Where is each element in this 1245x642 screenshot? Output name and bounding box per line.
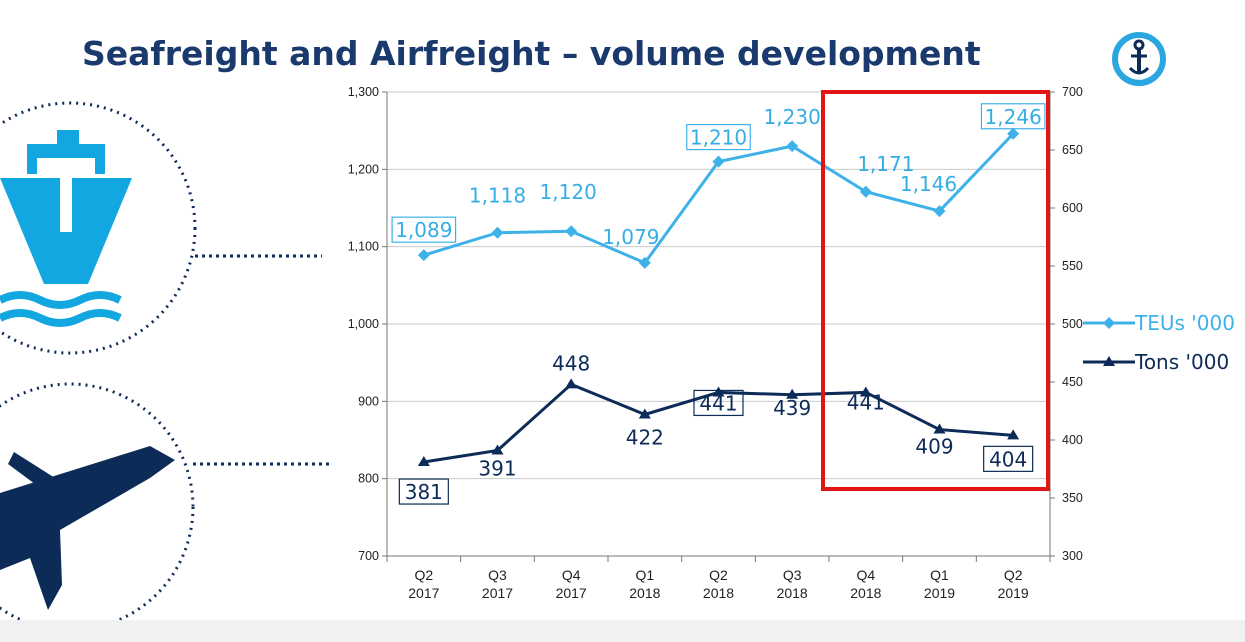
- y-right-tick-label: 600: [1062, 201, 1083, 215]
- y-right-tick-label: 700: [1062, 85, 1083, 99]
- data-label-tons: 441: [847, 390, 885, 414]
- data-label-tons: 391: [478, 456, 516, 480]
- series-point-teus: [933, 205, 946, 218]
- y-left-tick-label: 1,000: [348, 317, 379, 331]
- series-point-teus: [565, 225, 578, 238]
- x-tick-label: Q2 2019: [998, 567, 1029, 601]
- x-tick-label: Q2 2018: [703, 567, 734, 601]
- data-label-box-teus: [391, 216, 457, 243]
- series-point-teus: [1007, 127, 1020, 140]
- series-point-tons: [638, 408, 651, 419]
- series-point-teus: [712, 155, 725, 168]
- x-tick-label: Q1 2019: [924, 567, 955, 601]
- ship-icon: [0, 101, 322, 355]
- data-label-tons: 441: [699, 391, 737, 415]
- series-point-tons: [859, 386, 872, 397]
- y-right-tick-label: 450: [1062, 375, 1083, 389]
- data-label-tons: 381: [405, 480, 443, 504]
- airplane-icon: [0, 382, 332, 632]
- data-label-box-teus: [980, 103, 1046, 130]
- series-point-teus: [859, 185, 872, 198]
- series-point-teus: [786, 140, 799, 153]
- x-tick-label: Q4 2018: [850, 567, 881, 601]
- legend-label-tons: Tons '000: [1134, 350, 1229, 374]
- series-point-tons: [933, 423, 946, 434]
- series-point-tons: [786, 388, 799, 399]
- data-label-tons: 448: [552, 351, 590, 375]
- data-label-box-tons: [398, 478, 449, 505]
- data-label-tons: 439: [773, 396, 811, 420]
- legend-label-teus: TEUs '000: [1134, 311, 1235, 335]
- series-point-tons: [712, 386, 725, 397]
- data-label-teus: 1,120: [540, 180, 597, 204]
- data-label-box-tons: [983, 445, 1034, 472]
- legend-marker-tons: [1103, 356, 1115, 366]
- y-left-tick-label: 800: [358, 472, 379, 486]
- x-tick-label: Q4 2017: [556, 567, 587, 601]
- x-tick-label: Q3 2018: [777, 567, 808, 601]
- data-label-tons: 422: [626, 425, 664, 449]
- y-right-tick-label: 500: [1062, 317, 1083, 331]
- x-tick-label: Q2 2017: [408, 567, 439, 601]
- data-label-teus: 1,118: [469, 184, 526, 208]
- y-right-tick-label: 400: [1062, 433, 1083, 447]
- data-label-tons: 404: [989, 447, 1027, 471]
- series-point-tons: [565, 378, 578, 389]
- series-point-tons: [417, 456, 430, 467]
- data-label-teus: 1,171: [857, 152, 914, 176]
- data-label-teus: 1,230: [764, 105, 821, 129]
- y-left-tick-label: 700: [358, 549, 379, 563]
- data-label-tons: 409: [915, 435, 953, 459]
- series-point-tons: [491, 444, 504, 455]
- y-right-tick-label: 300: [1062, 549, 1083, 563]
- series-point-teus: [638, 256, 651, 269]
- anchor-logo-icon: [1112, 32, 1166, 86]
- y-left-tick-label: 1,100: [348, 240, 379, 254]
- y-right-tick-label: 550: [1062, 259, 1083, 273]
- x-tick-label: Q1 2018: [629, 567, 660, 601]
- series-point-teus: [417, 249, 430, 262]
- y-right-tick-label: 650: [1062, 143, 1083, 157]
- y-left-tick-label: 900: [358, 394, 379, 408]
- data-label-teus: 1,146: [900, 172, 957, 196]
- page-title: Seafreight and Airfreight – volume devel…: [82, 34, 981, 73]
- bottom-band: [0, 620, 1245, 642]
- data-label-teus: 1,246: [985, 105, 1042, 129]
- y-right-tick-label: 350: [1062, 491, 1083, 505]
- highlight-box: [821, 90, 1050, 491]
- y-left-tick-label: 1,300: [348, 85, 379, 99]
- data-label-teus: 1,079: [602, 225, 659, 249]
- y-left-tick-label: 1,200: [348, 162, 379, 176]
- data-label-teus: 1,089: [395, 218, 452, 242]
- x-tick-label: Q3 2017: [482, 567, 513, 601]
- series-point-teus: [491, 226, 504, 239]
- data-label-box-tons: [693, 389, 744, 417]
- series-point-tons: [1007, 429, 1020, 440]
- data-label-teus: 1,210: [690, 126, 747, 150]
- legend-marker-teus: [1103, 317, 1115, 329]
- data-label-box-teus: [686, 123, 751, 151]
